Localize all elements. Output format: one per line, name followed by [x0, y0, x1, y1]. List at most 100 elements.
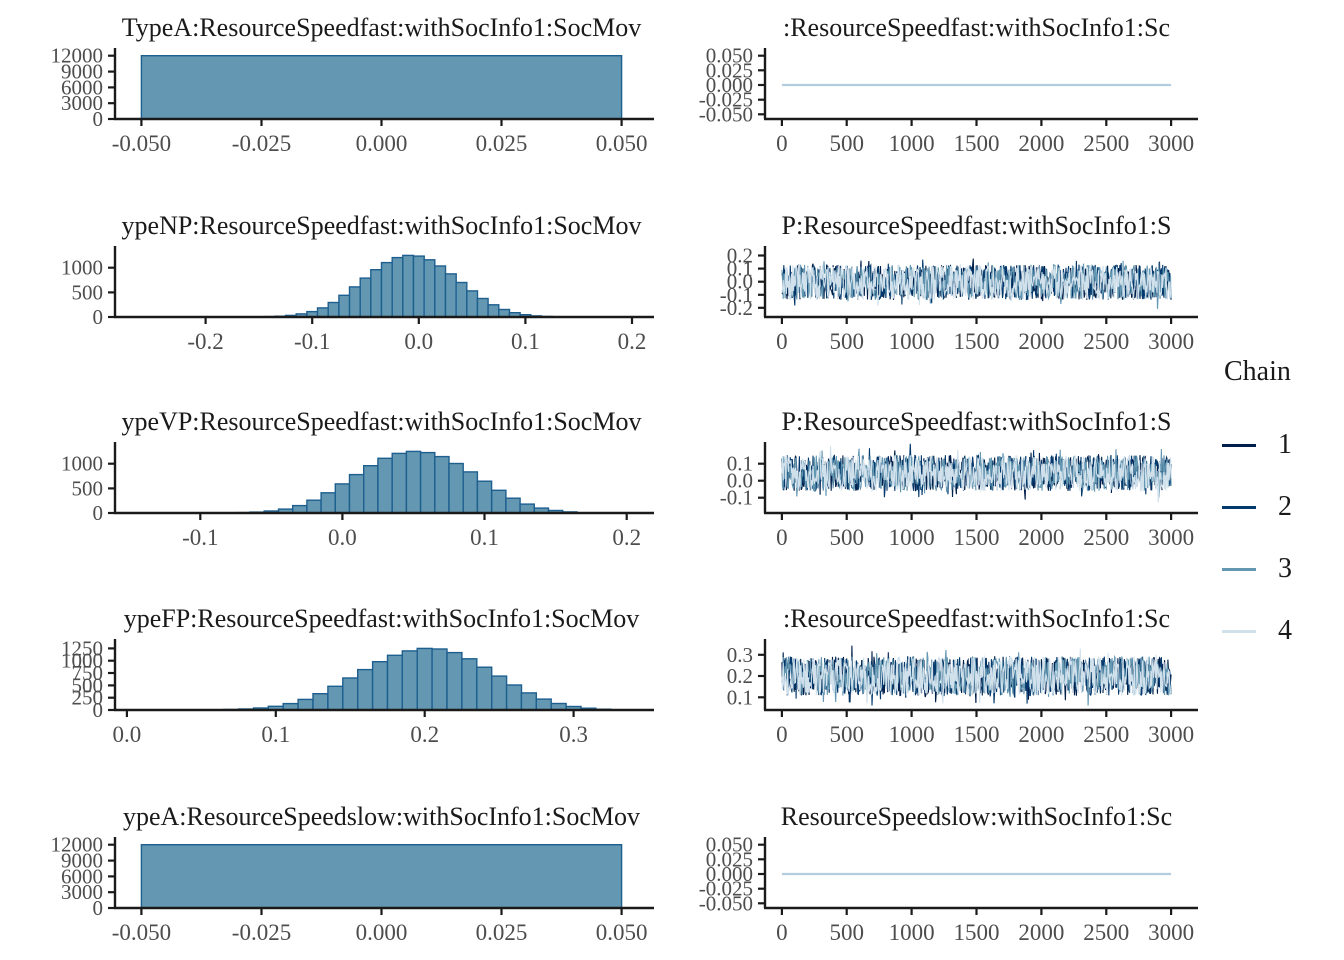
- svg-text:1000: 1000: [61, 649, 103, 673]
- svg-text:0: 0: [776, 131, 788, 156]
- svg-text:1000: 1000: [889, 722, 935, 747]
- svg-text:2000: 2000: [1018, 131, 1064, 156]
- legend-item-chain-4: 4: [1222, 600, 1340, 662]
- svg-text:0.050: 0.050: [596, 131, 648, 156]
- svg-text:0: 0: [776, 722, 788, 747]
- histogram-panel-hist-row3: 0 500 1000 -0.1 0.0 0.1 0.2 ypeVP:ResourceSpeed…: [0, 403, 660, 563]
- trace-panel-trace-row1: 0.050 0.025 0.000 -0.025 -0.050 0 500 1000 1500 2…: [680, 9, 1204, 169]
- panel-title: ypeFP:ResourceSpeedfast:withSocInfo1:Soc…: [124, 604, 640, 633]
- chain-3-label: 3: [1278, 553, 1292, 584]
- svg-text:0.1: 0.1: [261, 722, 290, 747]
- svg-text:2500: 2500: [1083, 131, 1129, 156]
- svg-text:0.000: 0.000: [706, 73, 753, 97]
- svg-text:0.000: 0.000: [356, 920, 408, 945]
- svg-text:0.000: 0.000: [356, 131, 408, 156]
- svg-text:0.0: 0.0: [328, 525, 357, 550]
- svg-text:12000: 12000: [51, 833, 104, 857]
- svg-text:1500: 1500: [954, 329, 1000, 354]
- trace-row3: 0.10.0-0.1 0 500 1000 1500 2000 2500 3000 P:Reso…: [720, 407, 1198, 550]
- svg-text:-0.025: -0.025: [232, 920, 291, 945]
- svg-text:0.025: 0.025: [476, 920, 528, 945]
- svg-text:1000: 1000: [889, 131, 935, 156]
- svg-text:1000: 1000: [889, 329, 935, 354]
- panel-title: :ResourceSpeedfast:withSocInfo1:Sc: [783, 604, 1170, 633]
- svg-text:3000: 3000: [61, 880, 103, 904]
- svg-text:2500: 2500: [1083, 329, 1129, 354]
- svg-text:0.2: 0.2: [612, 525, 641, 550]
- svg-text:3000: 3000: [1148, 722, 1194, 747]
- panel-title: P:ResourceSpeedfast:withSocInfo1:S: [782, 407, 1172, 436]
- svg-text:-0.025: -0.025: [699, 877, 753, 901]
- svg-text:0.050: 0.050: [596, 920, 648, 945]
- svg-text:-0.050: -0.050: [699, 891, 753, 915]
- svg-text:-0.2: -0.2: [187, 329, 223, 354]
- svg-text:500: 500: [829, 525, 864, 550]
- trace-panel-trace-row4: 0.3 0.2 0.1 0 500 1000 1500 2000 2500 3000:Resour…: [680, 600, 1204, 760]
- svg-text:0.1: 0.1: [727, 257, 753, 281]
- panel-title: ypeA:ResourceSpeedslow:withSocInfo1:SocM…: [123, 802, 640, 831]
- svg-text:1000: 1000: [889, 920, 935, 945]
- svg-text:0.3: 0.3: [559, 722, 588, 747]
- legend-item-chain-3: 3: [1222, 538, 1340, 600]
- svg-text:0.0: 0.0: [404, 329, 433, 354]
- svg-text:-0.1: -0.1: [720, 486, 753, 510]
- svg-text:9000: 9000: [61, 60, 103, 84]
- svg-text:0: 0: [776, 329, 788, 354]
- svg-text:0.2: 0.2: [727, 244, 753, 268]
- svg-text:2000: 2000: [1018, 920, 1064, 945]
- svg-text:0: 0: [93, 698, 104, 722]
- trace-panel-trace-row5: 0.050 0.025 0.000 -0.025 -0.050 0 500 1000 1500 2…: [680, 798, 1204, 958]
- svg-text:6000: 6000: [61, 864, 103, 888]
- svg-text:2000: 2000: [1018, 722, 1064, 747]
- panel-title: :ResourceSpeedfast:withSocInfo1:Sc: [783, 13, 1170, 42]
- svg-text:500: 500: [72, 673, 104, 697]
- svg-text:0: 0: [93, 107, 104, 131]
- chain-legend: Chain 1 2 3 4: [1222, 356, 1340, 662]
- svg-text:0.0: 0.0: [727, 469, 753, 493]
- svg-text:-0.050: -0.050: [112, 920, 171, 945]
- histogram-panel-hist-row1: 0 3000 6000 9000 12000 -0.050 -0.025 0.000 0.025…: [0, 9, 660, 169]
- svg-text:-0.050: -0.050: [112, 131, 171, 156]
- chain-2-line-swatch: [1222, 505, 1256, 509]
- legend-item-chain-1: 1: [1222, 414, 1340, 476]
- histogram-panel-hist-row5: 0 3000 6000 9000 12000 -0.050 -0.025 0.000 0.025…: [0, 798, 660, 958]
- svg-text:0: 0: [93, 501, 104, 525]
- svg-text:2500: 2500: [1083, 525, 1129, 550]
- svg-text:1500: 1500: [954, 722, 1000, 747]
- svg-text:0.2: 0.2: [618, 329, 647, 354]
- panel-title: ypeNP:ResourceSpeedfast:withSocInfo1:Soc…: [122, 211, 642, 240]
- legend-item-chain-2: 2: [1222, 476, 1340, 538]
- svg-text:0.1: 0.1: [727, 452, 753, 476]
- chain-4-label: 4: [1278, 615, 1292, 646]
- svg-text:0.2: 0.2: [410, 722, 439, 747]
- panel-title: ResourceSpeedslow:withSocInfo1:Sc: [781, 802, 1172, 831]
- svg-text:0.1: 0.1: [511, 329, 540, 354]
- svg-text:0: 0: [776, 920, 788, 945]
- svg-text:0: 0: [776, 525, 788, 550]
- svg-text:750: 750: [72, 661, 104, 685]
- chain-3-line-swatch: [1222, 567, 1256, 571]
- svg-text:500: 500: [829, 722, 864, 747]
- svg-text:1000: 1000: [61, 256, 103, 280]
- svg-text:500: 500: [829, 920, 864, 945]
- histogram-panel-hist-row2: 0 500 1000 -0.2 -0.1 0.0 0.1 0.2 ypeNP:ResourceS…: [0, 207, 660, 367]
- svg-text:1500: 1500: [954, 131, 1000, 156]
- svg-text:500: 500: [72, 280, 104, 304]
- chain-4-line-swatch: [1222, 629, 1256, 633]
- svg-text:2500: 2500: [1083, 920, 1129, 945]
- svg-text:0: 0: [93, 896, 104, 920]
- svg-text:3000: 3000: [1148, 525, 1194, 550]
- trace-panel-trace-row3: 0.1 0.0 -0.1 0 500 1000 1500 2000 2500 3000 P:Reso…: [680, 403, 1204, 563]
- chain-1-line-swatch: [1222, 443, 1256, 447]
- panel-title: P:ResourceSpeedfast:withSocInfo1:S: [782, 211, 1172, 240]
- svg-text:3000: 3000: [61, 91, 103, 115]
- svg-text:-0.025: -0.025: [699, 88, 753, 112]
- svg-text:0.0: 0.0: [113, 722, 142, 747]
- svg-text:0.0: 0.0: [727, 270, 753, 294]
- chain-2-label: 2: [1278, 491, 1292, 522]
- svg-text:1250: 1250: [61, 636, 103, 660]
